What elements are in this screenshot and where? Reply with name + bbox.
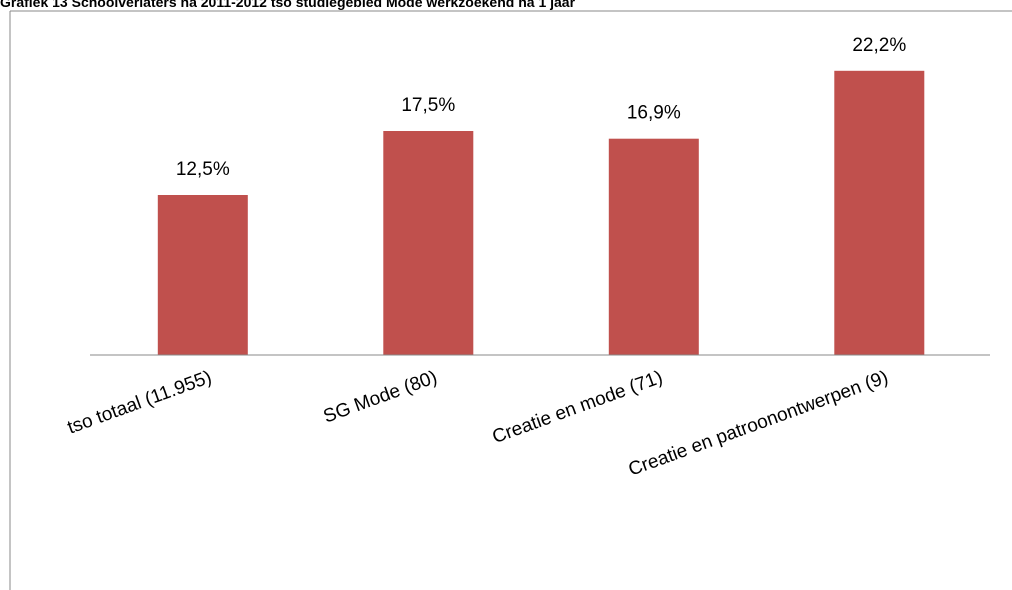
category-label-3: Creatie en patroonontwerpen (9) [626,367,891,481]
chart-title: Grafiek 13 Schoolverlaters na 2011-2012 … [0,0,576,10]
bar-1 [383,131,474,355]
category-label-2: Creatie en mode (71) [490,367,666,448]
bar-2 [608,138,699,355]
data-label-0: 12,5% [176,159,230,180]
bar-0 [157,195,248,355]
category-label-0: tso totaal (11.955) [65,367,215,439]
data-label-2: 16,9% [627,103,681,124]
bars-layer: 12,5% tso totaal (11.955) 17,5% SG Mode (80… [65,35,925,481]
category-label-1: SG Mode (80) [321,367,440,428]
bar-3 [834,70,925,356]
data-label-1: 17,5% [401,95,455,116]
data-label-3: 22,2% [852,35,906,56]
